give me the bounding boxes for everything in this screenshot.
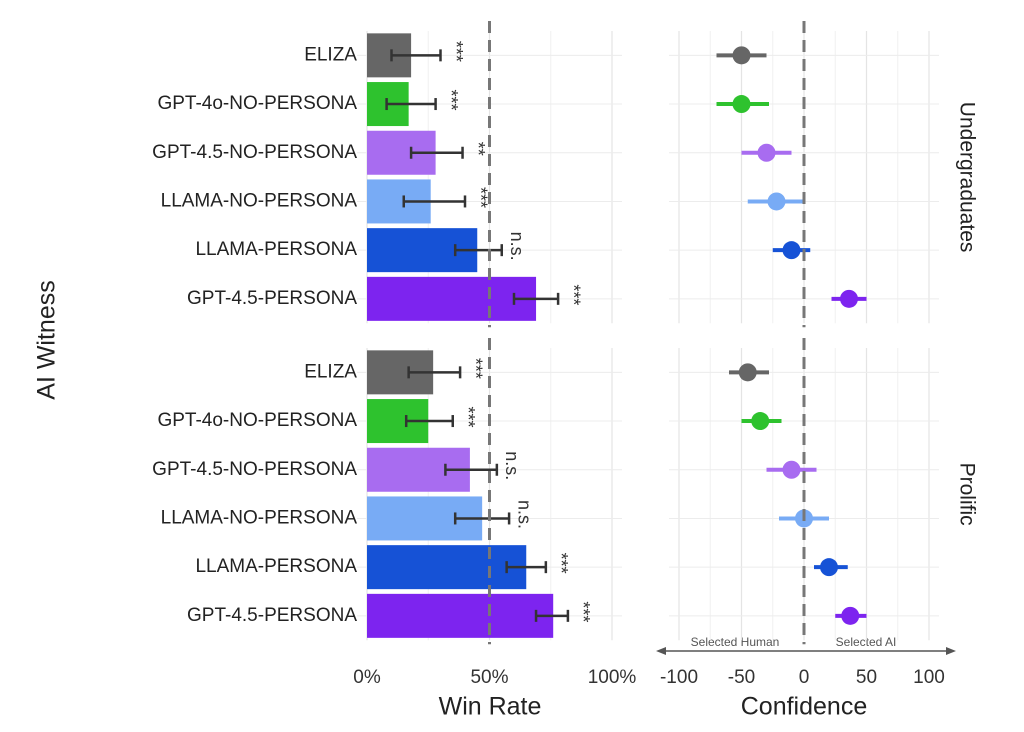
- mean-point: [782, 460, 801, 479]
- significance-label: n.s.: [502, 451, 522, 480]
- bar: [367, 545, 527, 590]
- significance-label: **: [468, 142, 488, 156]
- x-axis-title: Confidence: [741, 693, 867, 721]
- category-label: LLAMA-PERSONA: [195, 239, 357, 260]
- category-label: GPT-4o-NO-PERSONA: [157, 410, 357, 431]
- direction-arrow: [656, 647, 956, 655]
- significance-label: ***: [573, 601, 593, 622]
- mean-point: [732, 95, 751, 114]
- mean-point: [757, 143, 776, 162]
- x-tick-label: 100: [913, 667, 945, 688]
- category-label: GPT-4.5-NO-PERSONA: [152, 459, 357, 480]
- significance-label: ***: [458, 407, 478, 428]
- category-label: LLAMA-PERSONA: [195, 556, 357, 577]
- significance-label: n.s.: [514, 500, 534, 529]
- significance-label: ***: [551, 553, 571, 574]
- significance-label: n.s.: [507, 232, 527, 261]
- significance-label: ***: [465, 358, 485, 379]
- bar: [367, 276, 537, 321]
- annotation: Selected Human: [691, 635, 780, 649]
- significance-label: ***: [446, 41, 466, 62]
- x-tick-label: -50: [728, 667, 755, 688]
- x-axis-title: Win Rate: [439, 693, 542, 721]
- x-tick-label: -100: [660, 667, 698, 688]
- x-tick-label: 100%: [588, 667, 637, 688]
- x-tick-label: 50: [856, 667, 877, 688]
- mean-point: [732, 46, 751, 65]
- category-label: GPT-4o-NO-PERSONA: [157, 93, 357, 114]
- x-tick-label: 0%: [353, 667, 381, 688]
- category-label: ELIZA: [304, 361, 357, 382]
- annotation: Selected AI: [836, 635, 897, 649]
- mean-point: [782, 241, 801, 260]
- facet-label: Prolific: [955, 463, 978, 526]
- category-label: LLAMA-NO-PERSONA: [161, 190, 358, 211]
- category-label: GPT-4.5-NO-PERSONA: [152, 142, 357, 163]
- significance-label: ***: [441, 90, 461, 111]
- mean-point: [751, 412, 770, 431]
- facet-label: Undergraduates: [955, 102, 978, 253]
- significance-label: ***: [470, 187, 490, 208]
- category-label: ELIZA: [304, 44, 357, 65]
- category-label: GPT-4.5-PERSONA: [187, 288, 357, 309]
- category-label: LLAMA-NO-PERSONA: [161, 507, 358, 528]
- significance-label: ***: [563, 284, 583, 305]
- mean-point: [767, 192, 786, 211]
- bar: [367, 593, 554, 638]
- mean-point: [820, 558, 838, 577]
- x-tick-label: 50%: [470, 667, 508, 688]
- mean-point: [738, 363, 757, 382]
- y-axis-title: AI Witness: [33, 280, 61, 399]
- mean-point: [840, 289, 858, 308]
- category-label: GPT-4.5-PERSONA: [187, 605, 357, 626]
- x-tick-label: 0: [799, 667, 810, 688]
- mean-point: [841, 606, 860, 625]
